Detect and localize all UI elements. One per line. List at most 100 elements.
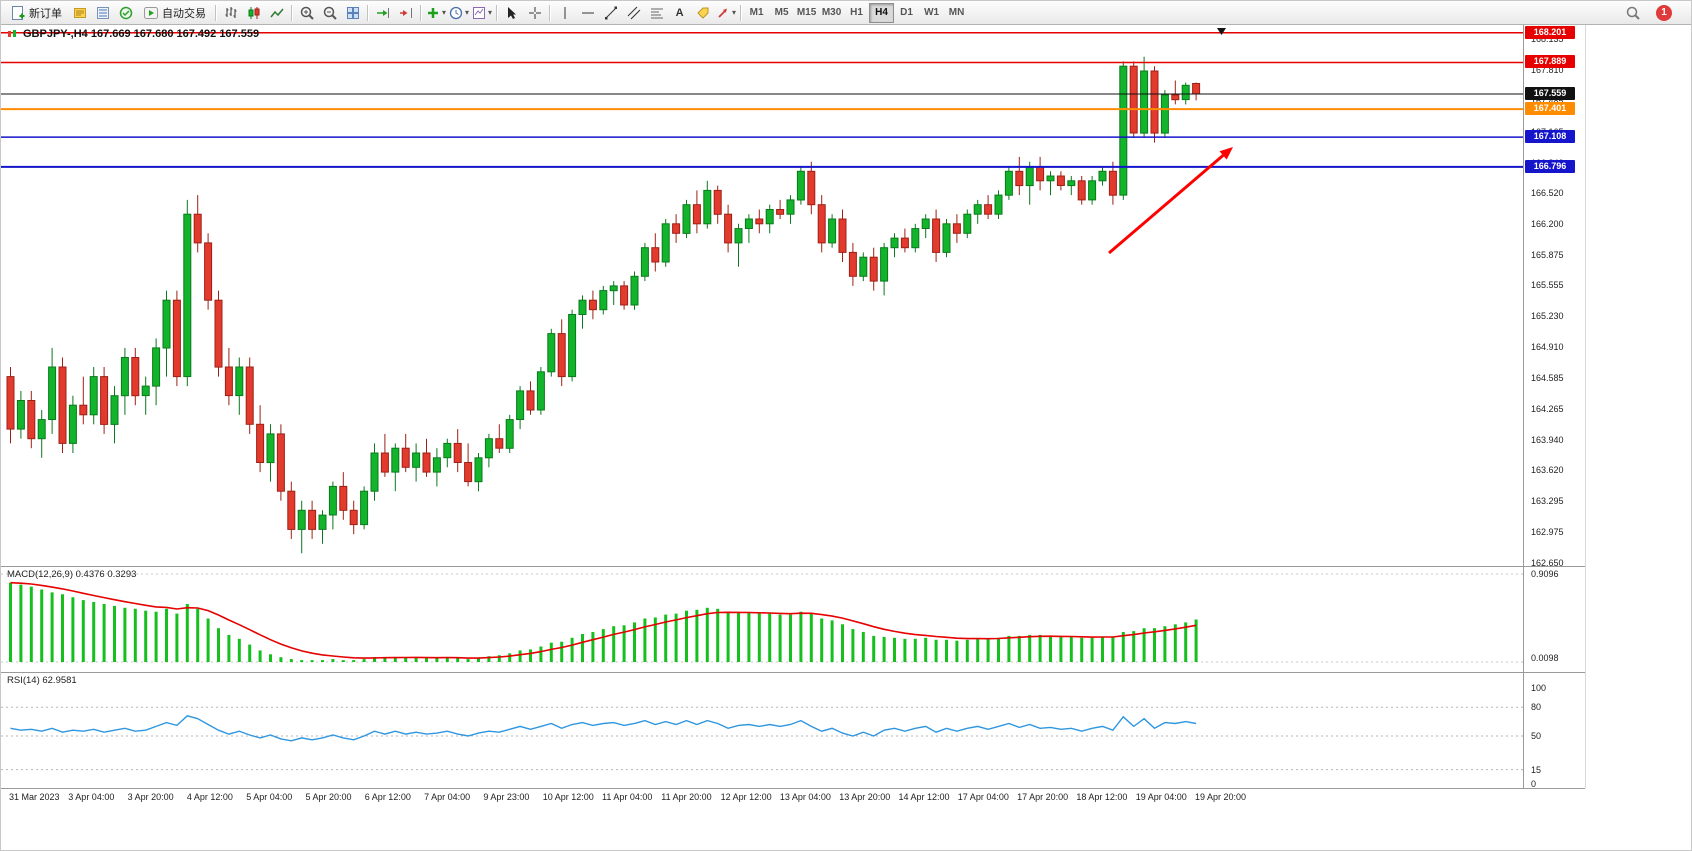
auto-trading-icon	[144, 6, 158, 19]
price-chart[interactable]	[1, 25, 1523, 566]
rsi-scale-label: 0	[1531, 779, 1537, 789]
auto-scroll-icon	[376, 7, 389, 18]
timeframe-m15-button[interactable]: M15	[794, 3, 819, 23]
panel-separator[interactable]	[1, 672, 1585, 673]
high-marker-icon	[1217, 28, 1226, 35]
vertical-line-icon	[564, 6, 566, 19]
auto-scroll-button[interactable]	[371, 3, 394, 23]
label-tag-icon	[696, 7, 709, 19]
price-axis-label: 166.520	[1531, 188, 1564, 199]
text-button[interactable]: A	[668, 3, 691, 23]
macd-label: MACD(12,26,9) 0.4376 0.3293	[7, 569, 137, 580]
macd-scale-label: 0.0098	[1531, 653, 1559, 663]
timeframe-h1-button[interactable]: H1	[844, 3, 869, 23]
time-label: 4 Apr 12:00	[186, 792, 233, 802]
price-axis-label: 168.135	[1531, 34, 1564, 44]
timeframe-mn-button[interactable]: MN	[944, 3, 969, 23]
price-axis-label: 163.295	[1531, 496, 1564, 507]
arrows-tool-icon	[718, 8, 728, 18]
time-label: 19 Apr 20:00	[1195, 792, 1247, 802]
indicators-add-icon	[428, 7, 438, 18]
line-chart-button[interactable]	[265, 3, 288, 23]
time-axis[interactable]: 31 Mar 2023 3 Apr 04:00 3 Apr 20:00 4 Apr 1…	[1, 790, 1523, 806]
timeframe-m5-button[interactable]: M5	[769, 3, 794, 23]
timeframe-m1-button[interactable]: M1	[744, 3, 769, 23]
panel-separator[interactable]	[1, 566, 1585, 567]
price-axis[interactable]: 168.135167.810167.485167.165166.840166.5…	[1523, 25, 1585, 789]
rsi-scale-label: 100	[1531, 683, 1547, 693]
macd-scale-label: 0.9096	[1531, 569, 1559, 579]
periods-button[interactable]: ▾	[447, 3, 470, 23]
dropdown-caret-icon: ▾	[442, 7, 447, 17]
label-button[interactable]	[691, 3, 714, 23]
crosshair-button[interactable]	[523, 3, 546, 23]
search-icon	[1626, 6, 1640, 20]
timeframe-d1-button[interactable]: D1	[894, 3, 919, 23]
tile-windows-button[interactable]	[341, 3, 364, 23]
horizontal-line-icon	[581, 12, 594, 13]
text-tool-icon: A	[675, 6, 684, 19]
candlestick-chart-button[interactable]	[242, 3, 265, 23]
toolbar-right: 1	[1621, 3, 1688, 23]
macd-panel[interactable]	[1, 566, 1523, 672]
cursor-button[interactable]	[500, 3, 523, 23]
indicators-button[interactable]: ▾	[424, 3, 447, 23]
zoom-out-button[interactable]	[318, 3, 341, 23]
symbols-icon	[73, 7, 86, 18]
new-order-button[interactable]: 新订单	[4, 3, 68, 23]
price-axis-label: 164.910	[1531, 341, 1564, 352]
new-order-icon	[12, 5, 25, 20]
price-axis-label: 165.875	[1531, 249, 1564, 260]
timeframe-m30-button[interactable]: M30	[819, 3, 844, 23]
level-lines[interactable]	[1, 31, 1523, 168]
time-label: 11 Apr 04:00	[602, 792, 653, 802]
arrows-button[interactable]: ▾	[714, 3, 737, 23]
time-label: 31 Mar 2023	[9, 792, 60, 802]
rsi-panel[interactable]	[1, 672, 1523, 788]
window-right-edge	[1585, 25, 1586, 788]
time-label: 3 Apr 04:00	[68, 792, 115, 802]
depth-of-market-icon	[96, 6, 109, 19]
toolbar-separator	[367, 4, 368, 21]
dropdown-caret-icon: ▾	[465, 7, 470, 17]
horizontal-line-button[interactable]	[576, 3, 599, 23]
vertical-line-button[interactable]	[553, 3, 576, 23]
templates-button[interactable]: ▾	[470, 3, 493, 23]
dropdown-caret-icon: ▾	[732, 7, 737, 17]
price-axis-label: 165.230	[1531, 311, 1564, 322]
price-axis-label: 164.265	[1531, 403, 1564, 414]
zoom-in-button[interactable]	[295, 3, 318, 23]
community-button[interactable]	[114, 3, 137, 23]
time-label: 17 Apr 20:00	[1017, 792, 1069, 802]
channel-button[interactable]	[622, 3, 645, 23]
time-label: 17 Apr 04:00	[957, 792, 1009, 802]
community-icon	[119, 6, 132, 19]
level-price-tag: 168.201	[1525, 25, 1575, 39]
bar-chart-icon	[225, 6, 236, 18]
dropdown-caret-icon: ▾	[488, 7, 493, 17]
price-axis-label: 167.485	[1531, 96, 1564, 107]
time-label: 19 Apr 04:00	[1135, 792, 1187, 802]
zoom-in-icon	[300, 6, 314, 20]
search-button[interactable]	[1621, 3, 1644, 23]
toolbar-separator	[549, 4, 551, 21]
depth-of-market-button[interactable]	[91, 3, 114, 23]
auto-trading-button[interactable]: 自动交易	[137, 3, 212, 23]
rsi-label: RSI(14) 62.9581	[7, 675, 77, 686]
fibonacci-button[interactable]	[645, 3, 668, 23]
time-label: 10 Apr 12:00	[542, 792, 594, 802]
notification-badge[interactable]: 1	[1656, 4, 1672, 21]
trendline-button[interactable]	[599, 3, 622, 23]
trend-arrow-annotation[interactable]	[1108, 147, 1233, 255]
panel-separator	[1, 788, 1585, 789]
time-label: 14 Apr 12:00	[898, 792, 950, 802]
candlestick-chart-icon	[248, 6, 259, 19]
timeframe-w1-button[interactable]: W1	[919, 3, 944, 23]
timeframe-h4-button[interactable]: H4	[869, 2, 895, 23]
chart-shift-button[interactable]	[394, 3, 417, 23]
price-axis-label: 163.620	[1531, 465, 1564, 476]
toolbar-separator	[740, 4, 742, 21]
symbols-button[interactable]	[68, 3, 91, 23]
bar-chart-button[interactable]	[219, 3, 242, 23]
